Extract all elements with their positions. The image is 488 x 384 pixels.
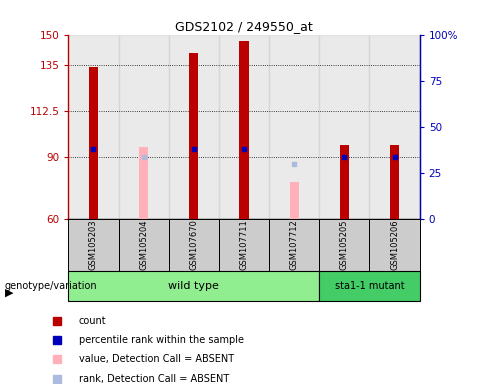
Bar <box>219 35 269 219</box>
Bar <box>269 219 319 271</box>
Bar <box>169 219 219 271</box>
Text: GSM105205: GSM105205 <box>340 220 349 270</box>
Bar <box>319 219 369 271</box>
Title: GDS2102 / 249550_at: GDS2102 / 249550_at <box>175 20 313 33</box>
Text: rank, Detection Call = ABSENT: rank, Detection Call = ABSENT <box>79 374 229 384</box>
Bar <box>139 147 148 219</box>
Bar <box>369 35 420 219</box>
Bar <box>189 53 198 219</box>
Text: GSM105203: GSM105203 <box>89 220 98 270</box>
Text: value, Detection Call = ABSENT: value, Detection Call = ABSENT <box>79 354 234 364</box>
Text: GSM107712: GSM107712 <box>290 219 299 270</box>
Bar <box>240 41 248 219</box>
Bar <box>369 219 420 271</box>
Text: GSM107670: GSM107670 <box>189 219 198 270</box>
Text: genotype/variation: genotype/variation <box>5 281 98 291</box>
Bar <box>119 35 169 219</box>
Bar <box>119 219 169 271</box>
Text: sta1-1 mutant: sta1-1 mutant <box>335 281 404 291</box>
Bar <box>68 271 319 301</box>
Bar <box>68 35 119 219</box>
Bar <box>68 219 119 271</box>
Text: ▶: ▶ <box>5 288 13 298</box>
Bar <box>390 145 399 219</box>
Bar <box>169 35 219 219</box>
Bar <box>290 182 299 219</box>
Text: GSM105204: GSM105204 <box>139 220 148 270</box>
Bar <box>89 67 98 219</box>
Bar <box>340 145 349 219</box>
Text: GSM105206: GSM105206 <box>390 220 399 270</box>
Text: count: count <box>79 316 106 326</box>
Bar <box>319 35 369 219</box>
Text: percentile rank within the sample: percentile rank within the sample <box>79 335 244 345</box>
Bar <box>319 271 420 301</box>
Text: wild type: wild type <box>168 281 219 291</box>
Text: GSM107711: GSM107711 <box>240 219 248 270</box>
Bar <box>269 35 319 219</box>
Bar <box>219 219 269 271</box>
